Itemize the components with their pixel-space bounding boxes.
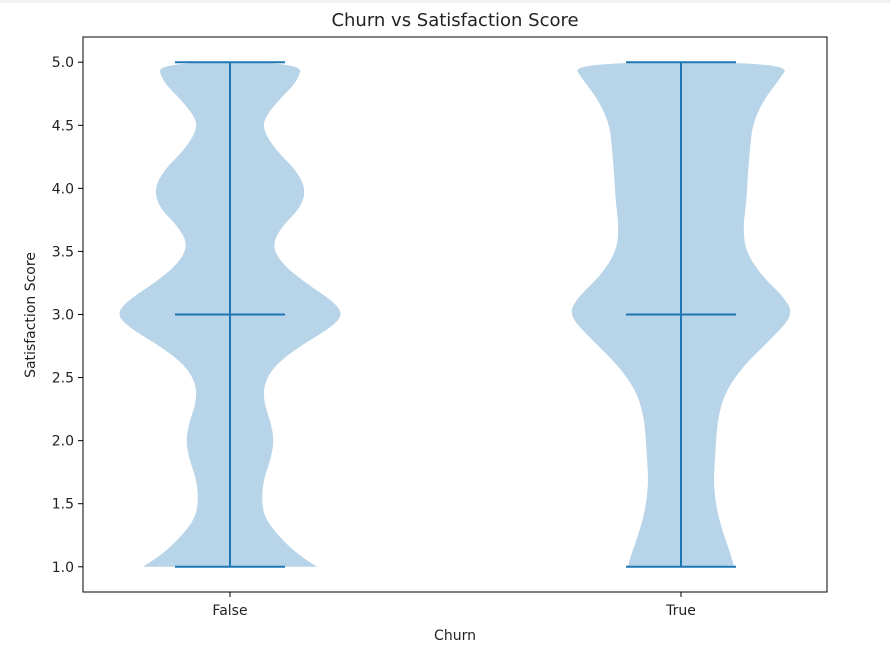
y-tick-label: 1.5 — [52, 497, 74, 513]
chart-title: Churn vs Satisfaction Score — [331, 10, 578, 31]
x-axis: False True — [212, 592, 696, 619]
violin-lines — [175, 61, 736, 568]
x-axis-label: Churn — [434, 628, 476, 644]
window-top-strip — [0, 0, 891, 3]
x-tick-label: False — [212, 603, 247, 619]
y-tick-label: 3.0 — [52, 308, 74, 324]
x-tick-label: True — [665, 603, 696, 619]
y-tick-label: 3.5 — [52, 244, 74, 260]
y-axis: 1.0 1.5 2.0 2.5 3.0 3.5 4.0 4.5 5.0 — [52, 55, 83, 576]
y-tick-label: 4.0 — [52, 181, 74, 197]
y-tick-label: 1.0 — [52, 560, 74, 576]
y-tick-label: 4.5 — [52, 118, 74, 134]
y-tick-label: 2.5 — [52, 371, 74, 387]
y-tick-label: 2.0 — [52, 434, 74, 450]
y-tick-label: 5.0 — [52, 55, 74, 71]
y-axis-label: Satisfaction Score — [23, 252, 39, 378]
